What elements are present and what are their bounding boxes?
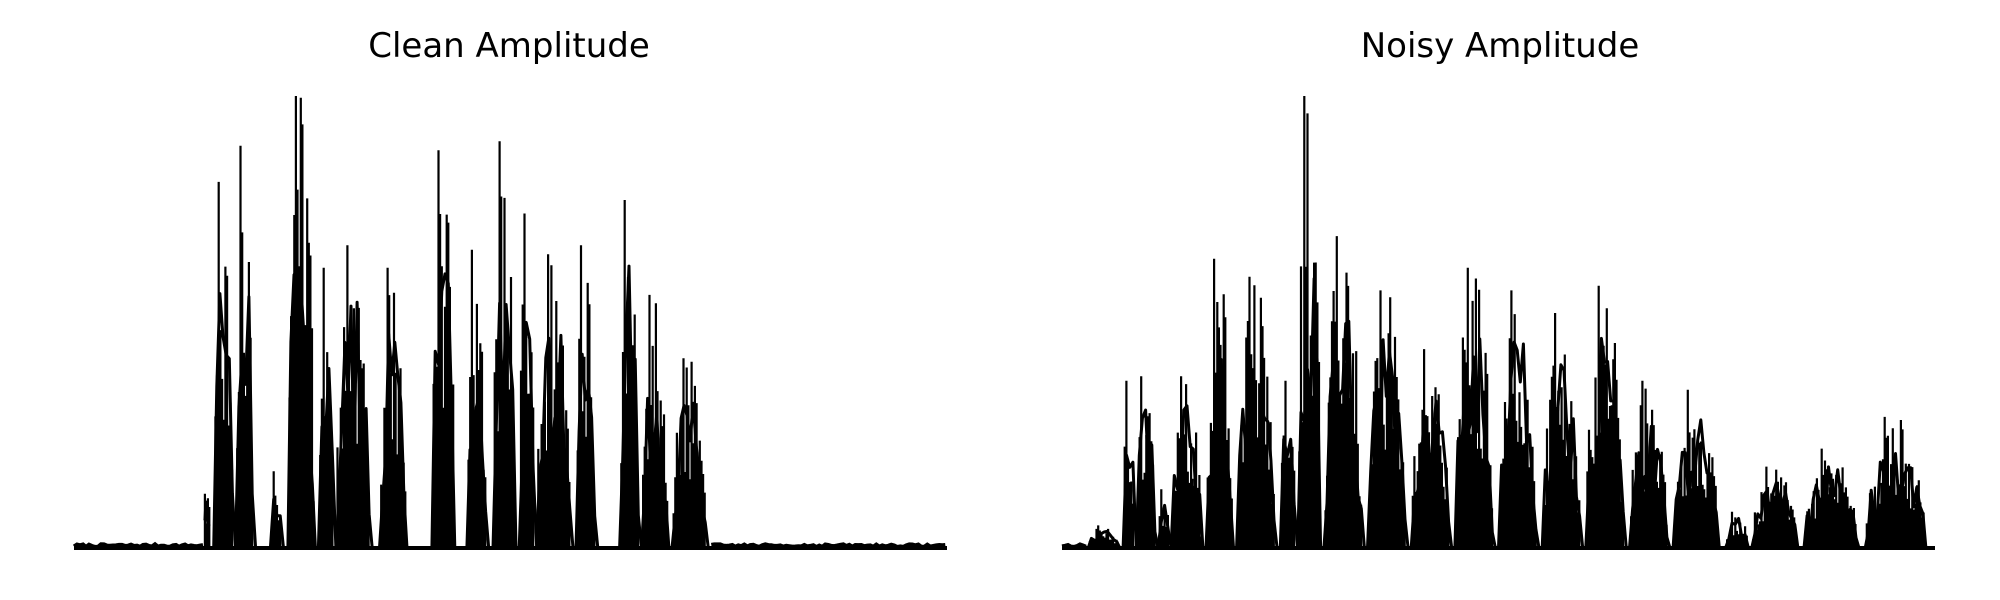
- amplitude-segment: [1204, 258, 1237, 550]
- amplitude-segment: [640, 294, 672, 550]
- chart-title: Noisy Amplitude: [1360, 26, 1640, 66]
- amplitude-segment: [203, 493, 211, 548]
- amplitude-segment: [1366, 290, 1412, 550]
- amplitude-segment: [1671, 389, 1726, 550]
- amplitude-segment: [1322, 236, 1368, 550]
- amplitude-segment: [1584, 285, 1630, 550]
- amplitude-segment: [465, 249, 491, 549]
- amplitude-segment: [670, 358, 712, 550]
- amplitude-segment: [1863, 416, 1935, 550]
- amplitude-segment: [1061, 542, 1087, 549]
- amplitude-segment: [1750, 466, 1804, 550]
- amplitude-segment: [430, 150, 459, 550]
- amplitude-segment: [1628, 380, 1674, 550]
- amplitude-segment: [618, 200, 643, 549]
- amplitude-segment: [1169, 376, 1206, 550]
- amplitude-segment: [286, 96, 319, 550]
- amplitude-segment: [1156, 489, 1173, 549]
- amplitude-segment: [72, 541, 204, 550]
- amplitude-segment: [491, 141, 520, 550]
- amplitude-segment: [517, 213, 539, 549]
- amplitude-segment: [1724, 511, 1752, 550]
- amplitude-segment: [1540, 313, 1586, 550]
- amplitude-segment: [1296, 96, 1324, 550]
- amplitude-segment: [1497, 290, 1543, 550]
- clean-amplitude-panel: Clean Amplitude: [72, 26, 947, 550]
- amplitude-segment: [710, 542, 946, 550]
- noisy-amplitude-panel: Noisy Amplitude: [1000, 0, 2000, 600]
- amplitude-segment: [378, 267, 411, 550]
- amplitude-segment: [535, 254, 576, 550]
- noisy-amplitude-plot: [1061, 96, 1935, 550]
- amplitude-segment: [316, 267, 338, 549]
- amplitude-segment: [1409, 349, 1455, 550]
- amplitude-segment: [574, 245, 600, 549]
- amplitude-segment: [212, 181, 237, 549]
- amplitude-segment: [334, 245, 376, 550]
- amplitude-segment: [1086, 525, 1124, 550]
- amplitude-segment: [1134, 376, 1160, 549]
- amplitude-segment: [1802, 448, 1866, 550]
- amplitude-segment: [268, 471, 285, 549]
- chart-title: Clean Amplitude: [368, 26, 650, 66]
- amplitude-segment: [1235, 276, 1281, 550]
- amplitude-segment: [1453, 267, 1499, 550]
- amplitude-segment: [1278, 380, 1300, 549]
- clean-amplitude-plot: [72, 96, 947, 550]
- amplitude-segment: [1121, 380, 1138, 549]
- amplitude-segment: [234, 145, 258, 549]
